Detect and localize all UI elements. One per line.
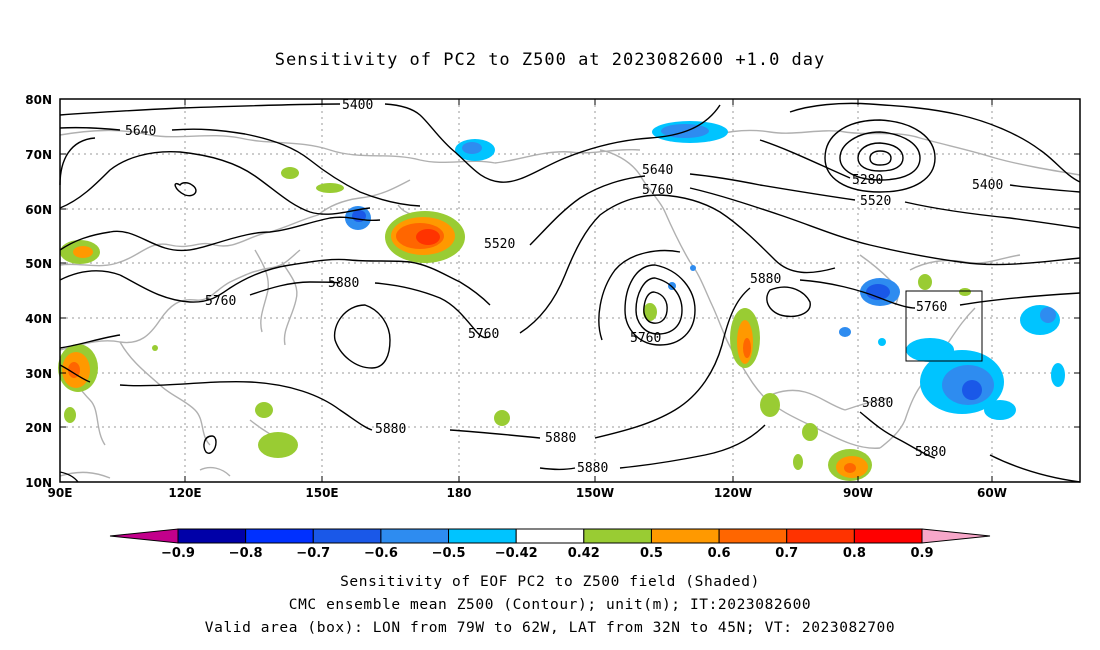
caption-line-2: CMC ensemble mean Z500 (Contour); unit(m…: [288, 597, 812, 613]
colorbar-tick-label: 0.6: [708, 546, 731, 561]
latitude-labels: 80N 70N 60N 50N 40N 30N 20N 10N: [25, 93, 52, 490]
colorbar: [109, 528, 991, 544]
lat-tick-label: 10N: [25, 476, 52, 490]
colorbar-arrow-low: [109, 528, 179, 544]
valid-area-box: [905, 290, 983, 362]
contour-label: 5760: [205, 294, 236, 309]
colorbar-tick-label: −0.7: [296, 546, 330, 561]
contour-label: 5400: [972, 178, 1003, 193]
sensitivity-shading: [58, 121, 1065, 481]
contour-label: 5880: [375, 422, 406, 437]
lat-tick-label: 40N: [25, 312, 52, 326]
map-frame: [59, 98, 1081, 483]
contour-label: 5760: [468, 327, 499, 342]
colorbar-box: [177, 528, 247, 544]
lon-tick-label: 60W: [977, 486, 1007, 500]
colorbar-tick-label: 0.42: [568, 546, 600, 561]
colorbar-box: [583, 528, 652, 544]
lat-tick-label: 80N: [25, 93, 52, 107]
lon-tick-label: 150W: [576, 486, 614, 500]
colorbar-box: [380, 528, 450, 544]
colorbar-tick-label: −0.5: [432, 546, 466, 561]
lon-tick-label: 120W: [714, 486, 752, 500]
colorbar-tick-label: 0.8: [843, 546, 866, 561]
contour-label: 5880: [545, 431, 576, 446]
contour-labels: 5400 5640 5280 5400 5520 5640 5760 5520 …: [125, 98, 1003, 476]
caption-line-1: Sensitivity of EOF PC2 to Z500 field (Sh…: [340, 574, 760, 590]
lon-tick-label: 180: [446, 486, 471, 500]
lon-tick-label: 90W: [843, 486, 873, 500]
lat-tick-label: 30N: [25, 367, 52, 381]
contour-label: 5760: [916, 300, 947, 315]
colorbar-tick-label: 0.9: [910, 546, 933, 561]
contour-label: 5520: [860, 194, 891, 209]
contour-label: 5640: [642, 163, 673, 178]
colorbar-box: [786, 528, 855, 544]
z500-contours: [59, 102, 1081, 483]
lon-tick-label: 150E: [305, 486, 338, 500]
tick-marks: [60, 98, 1080, 483]
lon-tick-label: 90E: [48, 486, 73, 500]
colorbar-tick-label: 0.5: [640, 546, 663, 561]
colorbar-box: [718, 528, 788, 544]
colorbar-box: [312, 528, 382, 544]
colorbar-box: [650, 528, 720, 544]
caption-line-3: Valid area (box): LON from 79W to 62W, L…: [204, 620, 896, 636]
contour-label: 5880: [328, 276, 359, 291]
contour-label: 5880: [750, 272, 781, 287]
longitude-labels: 90E 120E 150E 180 150W 120W 90W 60W: [48, 486, 1007, 500]
colorbar-tick-label: 0.7: [775, 546, 798, 561]
colorbar-tick-label: −0.6: [364, 546, 398, 561]
colorbar-box: [245, 528, 314, 544]
contour-label: 5280: [852, 173, 883, 188]
lat-tick-label: 70N: [25, 148, 52, 162]
lat-tick-label: 50N: [25, 257, 52, 271]
contour-label: 5400: [342, 98, 373, 113]
contour-label: 5880: [915, 445, 946, 460]
contour-label: 5880: [577, 461, 608, 476]
lon-tick-label: 120E: [168, 486, 201, 500]
contour-label: 5640: [125, 124, 156, 139]
colorbar-labels: −0.9 −0.8 −0.7 −0.6 −0.5 −0.42 0.42 0.5 0.6 0.7 0.…: [161, 546, 933, 561]
colorbar-tick-label: −0.8: [229, 546, 263, 561]
colorbar-tick-label: −0.42: [495, 546, 538, 561]
lat-tick-label: 20N: [25, 421, 52, 435]
lat-tick-label: 60N: [25, 203, 52, 217]
contour-label: 5760: [642, 183, 673, 198]
colorbar-box: [853, 528, 923, 544]
colorbar-tick-label: −0.9: [161, 546, 195, 561]
colorbar-box: [448, 528, 517, 544]
colorbar-arrow-high: [921, 528, 991, 544]
contour-label: 5520: [484, 237, 515, 252]
colorbar-box: [515, 528, 585, 544]
contour-label: 5880: [862, 396, 893, 411]
figure-title: Sensitivity of PC2 to Z500 at 2023082600…: [274, 50, 826, 70]
contour-label: 5760: [630, 331, 661, 346]
